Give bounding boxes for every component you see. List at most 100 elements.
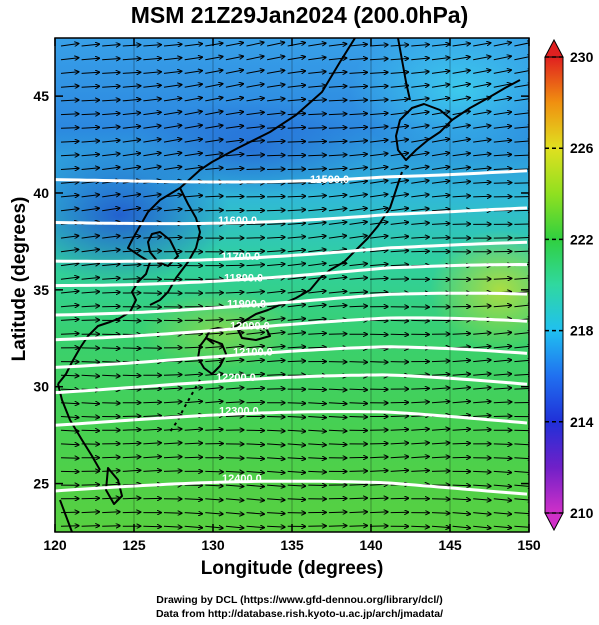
- wind-arrow: [287, 499, 306, 500]
- wind-arrow: [267, 85, 285, 88]
- wind-arrow: [493, 56, 512, 61]
- wind-arrow: [81, 498, 100, 499]
- wind-arrow: [308, 128, 326, 129]
- wind-arrow: [370, 278, 388, 279]
- wind-arrow: [122, 470, 141, 471]
- wind-arrow: [411, 72, 429, 74]
- wind-arrow: [267, 526, 285, 527]
- wind-arrow: [452, 57, 471, 61]
- wind-arrow: [287, 210, 306, 211]
- wind-arrow: [184, 57, 203, 60]
- wind-arrow: [308, 403, 326, 404]
- wind-arrow: [411, 112, 429, 116]
- wind-arrow: [267, 375, 285, 376]
- wind-arrow: [184, 513, 203, 514]
- wind-arrow: [163, 85, 182, 88]
- wind-arrow: [225, 471, 244, 472]
- wind-arrow: [267, 430, 285, 431]
- wind-arrow: [308, 57, 326, 59]
- wind-arrow: [225, 98, 244, 102]
- wind-arrow: [287, 71, 306, 74]
- wind-arrow: [411, 209, 429, 211]
- wind-arrow: [246, 526, 265, 527]
- wind-arrow: [493, 169, 512, 170]
- wind-arrow: [431, 209, 450, 211]
- wind-arrow: [370, 45, 388, 46]
- wind-arrow: [287, 403, 306, 404]
- wind-arrow: [514, 70, 529, 74]
- wind-arrow: [514, 332, 529, 334]
- wind-arrow: [287, 291, 306, 293]
- wind-arrow: [184, 44, 203, 46]
- wind-arrow: [431, 111, 450, 116]
- wind-arrow: [514, 374, 529, 375]
- wind-arrow: [493, 70, 512, 74]
- wind-arrow: [81, 44, 100, 46]
- wind-arrow: [60, 195, 79, 197]
- wind-arrow: [246, 56, 265, 61]
- wind-arrow: [452, 224, 471, 225]
- wind-arrow: [308, 277, 326, 279]
- wind-arrow: [60, 100, 79, 101]
- wind-arrow: [143, 402, 161, 403]
- wind-arrow: [143, 457, 161, 458]
- wind-arrow: [122, 208, 141, 212]
- wind-arrow: [205, 84, 223, 88]
- wind-arrow: [60, 277, 79, 279]
- wind-arrow: [308, 72, 326, 74]
- wind-arrow: [308, 209, 326, 211]
- colorbar-tick-label: 222: [570, 231, 594, 247]
- wind-arrow: [370, 250, 388, 252]
- wind-arrow: [431, 499, 450, 500]
- wind-arrow: [370, 153, 388, 155]
- wind-arrow: [370, 512, 388, 513]
- wind-arrow: [390, 58, 409, 59]
- wind-arrow: [493, 374, 512, 376]
- wind-arrow: [122, 113, 141, 115]
- wind-arrow: [370, 457, 388, 458]
- wind-arrow: [349, 484, 368, 485]
- wind-arrow: [493, 388, 512, 389]
- wind-arrow: [246, 292, 265, 294]
- wind-arrow: [60, 458, 79, 459]
- x-axis-label: Longitude (degrees): [200, 558, 384, 579]
- wind-arrow: [225, 333, 244, 335]
- x-axis-ticks: 120 125 130 135 140 145 150: [43, 38, 541, 553]
- wind-arrow: [349, 100, 368, 101]
- wind-arrow: [370, 471, 388, 472]
- wind-arrow: [81, 236, 100, 239]
- wind-arrow: [81, 168, 100, 170]
- wind-arrow: [267, 458, 285, 459]
- y-axis-ticks: 25 30 35 40 45: [33, 88, 529, 492]
- wind-arrow: [81, 141, 100, 142]
- wind-arrow: [308, 347, 326, 348]
- wind-arrow: [102, 167, 120, 169]
- wind-arrow: [143, 58, 161, 60]
- wind-arrow: [390, 443, 409, 444]
- wind-arrow: [246, 169, 265, 170]
- wind-arrow: [473, 168, 491, 170]
- wind-arrow: [246, 499, 265, 501]
- wind-arrow: [102, 72, 120, 73]
- wind-arrow: [184, 167, 203, 169]
- wind-arrow: [163, 139, 182, 143]
- wind-arrow: [493, 140, 512, 142]
- wind-arrow: [81, 114, 100, 115]
- wind-arrow: [328, 44, 347, 46]
- wind-arrow: [60, 389, 79, 390]
- wind-arrow: [60, 249, 79, 251]
- wind-arrow: [81, 485, 100, 486]
- wind-arrow: [287, 319, 306, 321]
- wind-arrow: [163, 167, 182, 170]
- wind-arrow: [452, 401, 471, 403]
- wind-arrow: [431, 429, 450, 430]
- wind-arrow: [184, 401, 203, 403]
- wind-arrow: [102, 127, 120, 129]
- wind-arrow: [266, 42, 285, 47]
- wind-arrow: [102, 236, 120, 238]
- wind-arrow: [205, 347, 223, 348]
- wind-arrow: [431, 513, 450, 514]
- wind-arrow: [390, 429, 409, 430]
- wind-arrow: [411, 125, 429, 129]
- wind-arrow: [514, 360, 529, 362]
